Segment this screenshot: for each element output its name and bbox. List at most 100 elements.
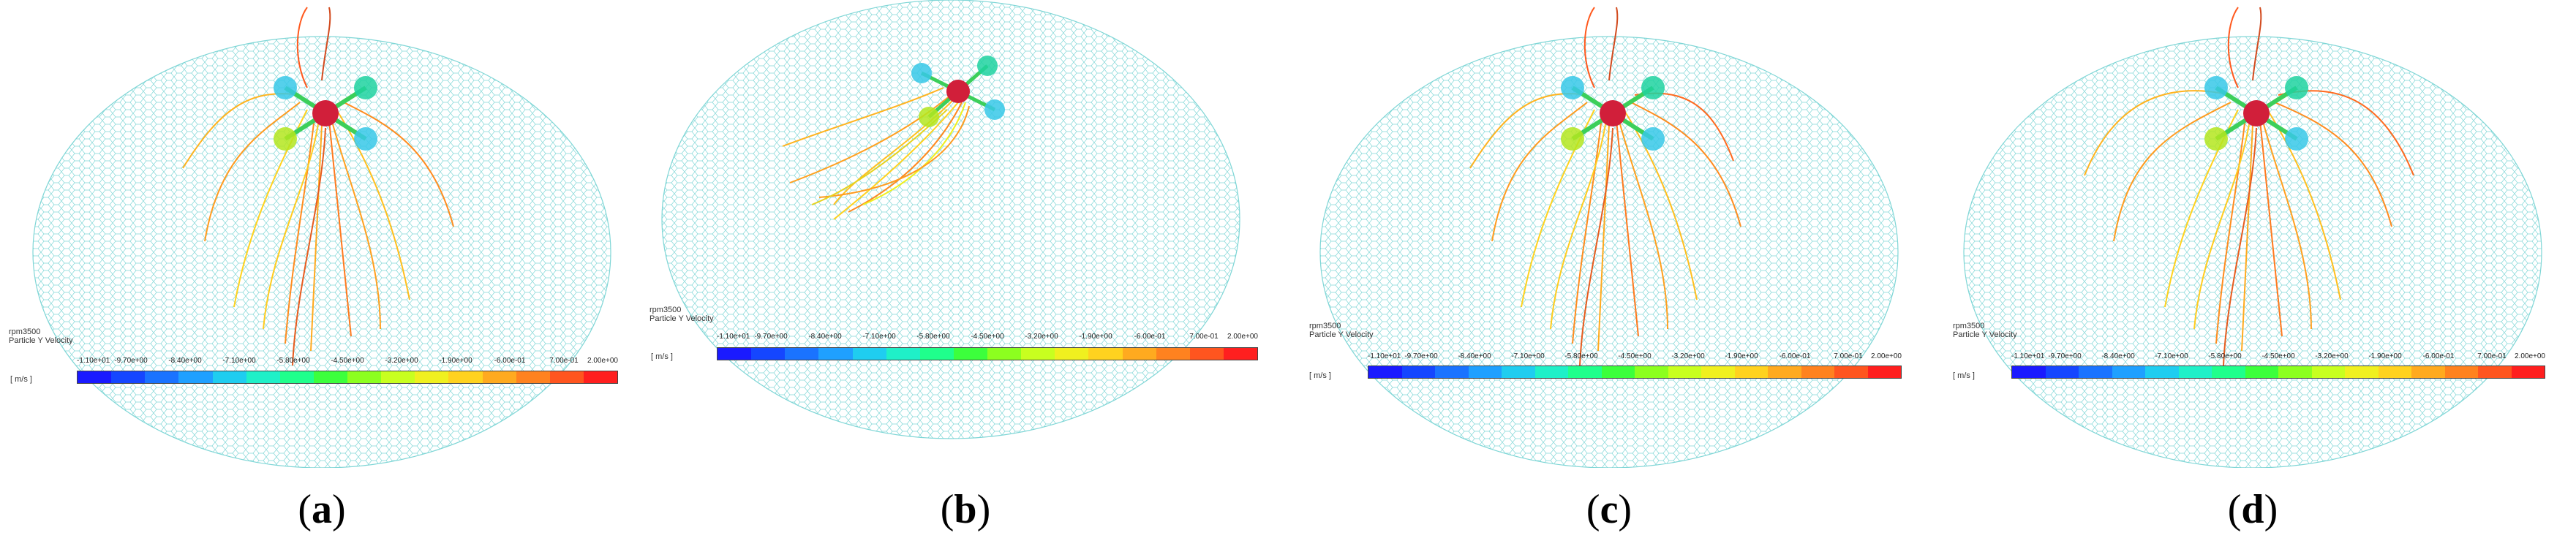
colorbar-segment <box>145 371 179 383</box>
colorbar-segment <box>2145 366 2179 378</box>
rotor-2 <box>1641 76 1665 99</box>
colorbar-tick-label: 2.00e+00 <box>587 357 618 365</box>
panel-c: rpm3500 Particle Y Velocity -1.10e+01 -9.… <box>1287 0 1931 549</box>
colorbar-segment <box>1701 366 1735 378</box>
colorbar-segment <box>1088 348 1123 360</box>
colorbar-segment <box>1122 348 1156 360</box>
colorbar-segment <box>1223 348 1257 360</box>
colorbar-tick-label: -1.90e+00 <box>439 357 472 365</box>
colorbar-tick-label: -5.80e+00 <box>2208 352 2242 360</box>
colorbar-segment <box>2444 366 2478 378</box>
colorbar-tick-label: 7.00e-01 <box>549 357 579 365</box>
colorbar-tick-label: -4.50e+00 <box>1618 352 1652 360</box>
colorbar-segment <box>111 371 146 383</box>
colorbar-segment <box>78 371 112 383</box>
ground-mesh <box>32 36 611 468</box>
colorbar-segment <box>1668 366 1701 378</box>
colorbar-segment <box>1435 366 1469 378</box>
simulation-scene <box>1963 7 2542 468</box>
rotor-arms <box>911 56 1005 127</box>
colorbar-segment <box>583 371 617 383</box>
rotor-1 <box>274 76 297 99</box>
colorbar-segment <box>2311 366 2345 378</box>
colorbar-segment <box>2278 366 2312 378</box>
colorbar-segment <box>2345 366 2379 378</box>
colorbar-segment <box>1468 366 1502 378</box>
panel-d: rpm3500 Particle Y Velocity -1.10e+01 -9.… <box>1931 0 2576 549</box>
colorbar-tick-label: -7.10e+00 <box>862 333 896 341</box>
unit-label: [ m/s ] <box>1309 371 1331 380</box>
colorbar-tick-label: -7.10e+00 <box>222 357 256 365</box>
ground-mesh <box>1319 36 1899 468</box>
colorbar-tick-label: 7.00e-01 <box>1189 333 1219 341</box>
colorbar-tick-label: 7.00e-01 <box>2477 352 2507 360</box>
colorbar-segment <box>718 348 752 360</box>
panel-a: rpm3500 Particle Y Velocity -1.10e+01 -9.… <box>0 0 644 549</box>
colorbar-ticks: -1.10e+01 -9.70e+00 -8.40e+00 -7.10e+00 -5.8… <box>717 333 1258 341</box>
unit-label: [ m/s ] <box>1953 371 1975 380</box>
colorbar-ticks: -1.10e+01 -9.70e+00 -8.40e+00 -7.10e+00 -5.8… <box>1368 352 1902 361</box>
variable-label: Particle Y Velocity <box>649 314 714 323</box>
colorbar-segment <box>1156 348 1190 360</box>
colorbar-segment <box>1635 366 1668 378</box>
colorbar-segment <box>279 371 314 383</box>
colorbar-segment <box>482 371 516 383</box>
colorbar-tick-label: -3.20e+00 <box>385 357 418 365</box>
colorbar-tick-label: -9.70e+00 <box>754 333 788 341</box>
rotor-3 <box>919 107 939 127</box>
colorbar-segment <box>1502 366 1535 378</box>
rotor-3 <box>274 127 297 151</box>
colorbar-segment <box>1601 366 1635 378</box>
variable-label: Particle Y Velocity <box>1309 330 1374 339</box>
colorbar-segment <box>987 348 1022 360</box>
caption-a: (a) <box>298 487 346 532</box>
rotor-4 <box>984 99 1005 120</box>
particle-streams <box>182 7 454 366</box>
rotor-4 <box>354 127 377 151</box>
colorbar-segment <box>1568 366 1602 378</box>
unit-label: [ m/s ] <box>10 375 32 384</box>
colorbar-segment <box>2411 366 2445 378</box>
colorbar-tick-label: -5.80e+00 <box>916 333 950 341</box>
variable-label: Particle Y Velocity <box>9 336 73 345</box>
colorbar-segment <box>2378 366 2411 378</box>
colorbar-segment <box>953 348 987 360</box>
rpm-label: rpm3500 <box>1953 322 1985 330</box>
rpm-label: rpm3500 <box>649 306 682 314</box>
colorbar-tick-label: -4.50e+00 <box>331 357 364 365</box>
colorbar-segment <box>1801 366 1834 378</box>
colorbar <box>1368 366 1902 379</box>
colorbar-tick-label: -5.80e+00 <box>1564 352 1598 360</box>
colorbar-tick-label: -6.00e-01 <box>1779 352 1811 360</box>
panel-b: rpm3500 Particle Y Velocity -1.10e+01 -9.… <box>644 0 1287 549</box>
colorbar-tick-label: -8.40e+00 <box>168 357 202 365</box>
colorbar-segment <box>2112 366 2145 378</box>
rotor-4 <box>1641 127 1665 151</box>
colorbar-segment <box>516 371 550 383</box>
colorbar-segment <box>785 348 819 360</box>
drone-body <box>312 100 339 126</box>
colorbar-tick-label: -1.90e+00 <box>2368 352 2402 360</box>
colorbar-segment <box>1021 348 1055 360</box>
colorbar-tick-label: -1.10e+01 <box>717 333 750 341</box>
colorbar-tick-label: 2.00e+00 <box>1227 333 1258 341</box>
colorbar-segment <box>2079 366 2112 378</box>
colorbar-tick-label: 2.00e+00 <box>2515 352 2545 360</box>
rotor-1 <box>1561 76 1584 99</box>
caption-c: (c) <box>1586 487 1632 532</box>
drone-body <box>946 80 970 103</box>
rotor-1 <box>2204 76 2228 99</box>
colorbar-tick-label: -9.70e+00 <box>1404 352 1438 360</box>
rotor-arms <box>2204 76 2308 151</box>
colorbar-tick-label: -4.50e+00 <box>971 333 1004 341</box>
colorbar-tick-label: -5.80e+00 <box>276 357 310 365</box>
colorbar-segment <box>549 371 584 383</box>
rotor-2 <box>977 56 998 76</box>
rotor-4 <box>2285 127 2308 151</box>
colorbar-ticks: -1.10e+01 -9.70e+00 -8.40e+00 -7.10e+00 -5.8… <box>2011 352 2545 361</box>
ground-mesh <box>1963 36 2542 468</box>
colorbar-segment <box>1401 366 1435 378</box>
colorbar-segment <box>1055 348 1089 360</box>
colorbar-segment <box>2178 366 2212 378</box>
colorbar-segment <box>2012 366 2046 378</box>
